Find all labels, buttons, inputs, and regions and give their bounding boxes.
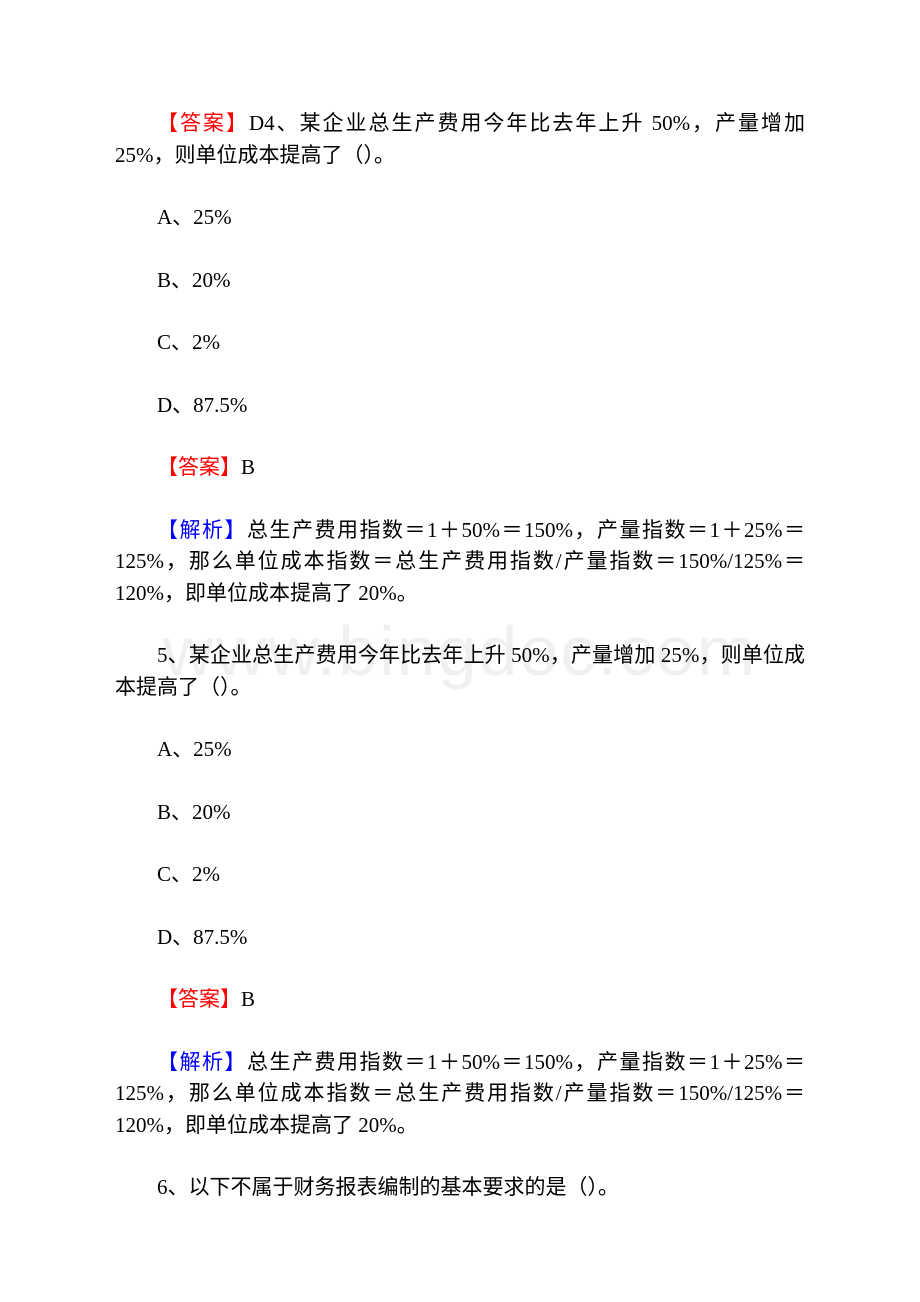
q5-option-b: B、20% [115, 797, 805, 829]
q5-option-c: C、2% [115, 859, 805, 891]
answer-value: B [241, 455, 255, 479]
q5-question: 5、某企业总生产费用今年比去年上升 50%，产量增加 25%，则单位成本提高了（… [115, 640, 805, 703]
q4-analysis: 【解析】总生产费用指数＝1＋50%＝150%，产量指数＝1＋25%＝125%，那… [115, 515, 805, 610]
answer-label: 【答案】 [157, 987, 241, 1011]
answer-label: 【答案】 [157, 455, 241, 479]
q5-option-d: D、87.5% [115, 922, 805, 954]
q6-question: 6、以下不属于财务报表编制的基本要求的是（）。 [115, 1172, 805, 1204]
answer-value: B [241, 987, 255, 1011]
q4-option-b: B、20% [115, 265, 805, 297]
q5-analysis: 【解析】总生产费用指数＝1＋50%＝150%，产量指数＝1＋25%＝125%，那… [115, 1047, 805, 1142]
analysis-label: 【解析】 [157, 1050, 247, 1074]
document-body: 【答案】D4、某企业总生产费用今年比去年上升 50%，产量增加 25%，则单位成… [0, 0, 920, 1295]
q4-answer-and-question: 【答案】D4、某企业总生产费用今年比去年上升 50%，产量增加 25%，则单位成… [115, 108, 805, 171]
answer-value: D [249, 111, 264, 135]
q4-option-c: C、2% [115, 327, 805, 359]
q5-option-a: A、25% [115, 734, 805, 766]
q5-answer: 【答案】B [115, 984, 805, 1016]
answer-label: 【答案】 [157, 111, 249, 135]
q4-option-a: A、25% [115, 202, 805, 234]
q4-option-d: D、87.5% [115, 390, 805, 422]
q4-answer-b: 【答案】B [115, 452, 805, 484]
analysis-label: 【解析】 [157, 518, 247, 542]
